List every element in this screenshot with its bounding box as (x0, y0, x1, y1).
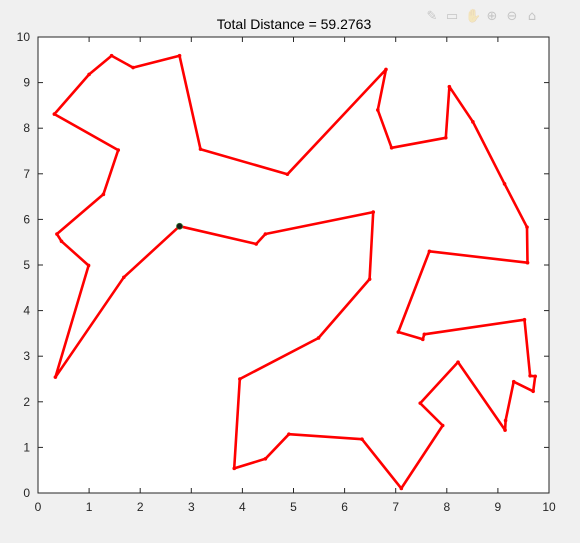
city-point (440, 423, 445, 428)
city-point (533, 374, 538, 379)
city-point (384, 67, 388, 72)
y-tick-label: 2 (23, 395, 30, 409)
city-point (528, 374, 532, 378)
city-point (422, 332, 427, 337)
y-tick-label: 9 (23, 76, 30, 90)
chart-title: Total Distance = 59.2763 (217, 16, 372, 32)
city-point (263, 232, 268, 236)
city-point (367, 277, 372, 281)
city-point (116, 148, 121, 152)
zoom-in-icon[interactable]: ⊕ (486, 9, 498, 24)
city-point (389, 146, 394, 150)
city-point (316, 336, 321, 340)
city-point (503, 418, 508, 423)
x-tick-label: 6 (341, 500, 348, 514)
city-point (471, 120, 475, 124)
brush-icon[interactable]: ✎ (426, 9, 438, 24)
city-point (59, 239, 64, 244)
home-icon[interactable]: ⌂ (527, 9, 537, 24)
city-point (86, 263, 91, 268)
city-point (427, 249, 432, 254)
city-point (263, 457, 268, 461)
city-point (503, 428, 507, 432)
city-point (198, 147, 203, 151)
city-point (447, 84, 452, 89)
x-tick-label: 10 (542, 500, 556, 514)
x-tick-label: 7 (392, 500, 399, 514)
city-point (254, 242, 258, 246)
zoom-out-icon[interactable]: ⊖ (506, 9, 518, 24)
city-point (177, 53, 182, 58)
city-point (511, 379, 516, 384)
x-tick-label: 8 (443, 500, 450, 514)
y-axis: 0 1 2 3 4 5 6 7 8 9 10 (17, 30, 549, 500)
x-tick-label: 0 (35, 500, 42, 514)
route-line (53, 54, 537, 490)
city-point (53, 375, 58, 379)
city-point (420, 337, 425, 342)
city-point (360, 437, 364, 441)
city-point (287, 432, 291, 436)
route-layer (52, 53, 538, 491)
y-tick-label: 4 (23, 304, 30, 318)
y-tick-label: 0 (23, 486, 30, 500)
city-point (87, 72, 91, 77)
city-point (109, 53, 114, 58)
city-point (371, 210, 376, 214)
x-tick-label: 9 (495, 500, 502, 514)
city-point (238, 377, 242, 381)
x-tick-label: 2 (137, 500, 144, 514)
city-point (52, 112, 57, 116)
city-point (285, 172, 290, 177)
city-point (456, 360, 460, 364)
y-tick-label: 3 (23, 349, 30, 363)
x-tick-label: 1 (86, 500, 93, 514)
x-tick-label: 5 (290, 500, 297, 514)
plot-area (37, 36, 550, 494)
city-point (122, 275, 126, 280)
city-point (101, 192, 106, 197)
city-point (399, 486, 404, 491)
y-tick-label: 6 (23, 212, 30, 226)
x-axis: 0 1 2 3 4 5 6 7 8 9 10 (35, 37, 556, 514)
city-point (522, 317, 527, 322)
y-tick-label: 8 (23, 121, 30, 135)
city-point (531, 389, 535, 394)
y-tick-label: 5 (23, 258, 30, 272)
y-tick-label: 7 (23, 167, 30, 181)
y-tick-label: 10 (17, 30, 31, 44)
pan-icon[interactable]: ✋ (465, 9, 482, 24)
x-tick-label: 4 (239, 500, 246, 514)
city-point (232, 466, 237, 471)
data-tip-icon[interactable]: ▭ (445, 9, 459, 24)
y-tick-label: 1 (23, 440, 30, 454)
city-point (525, 225, 529, 229)
city-point (502, 182, 507, 186)
city-point (55, 232, 59, 236)
axes-toolbar[interactable]: ✎ ▭ ✋ ⊕ ⊖ ⌂ (425, 10, 539, 24)
start-city-marker (176, 222, 183, 230)
city-point (525, 260, 530, 265)
city-point (131, 65, 135, 70)
city-point (418, 401, 423, 405)
city-point (376, 108, 380, 112)
city-point (396, 330, 401, 334)
x-tick-label: 3 (188, 500, 195, 514)
city-point (443, 135, 448, 140)
